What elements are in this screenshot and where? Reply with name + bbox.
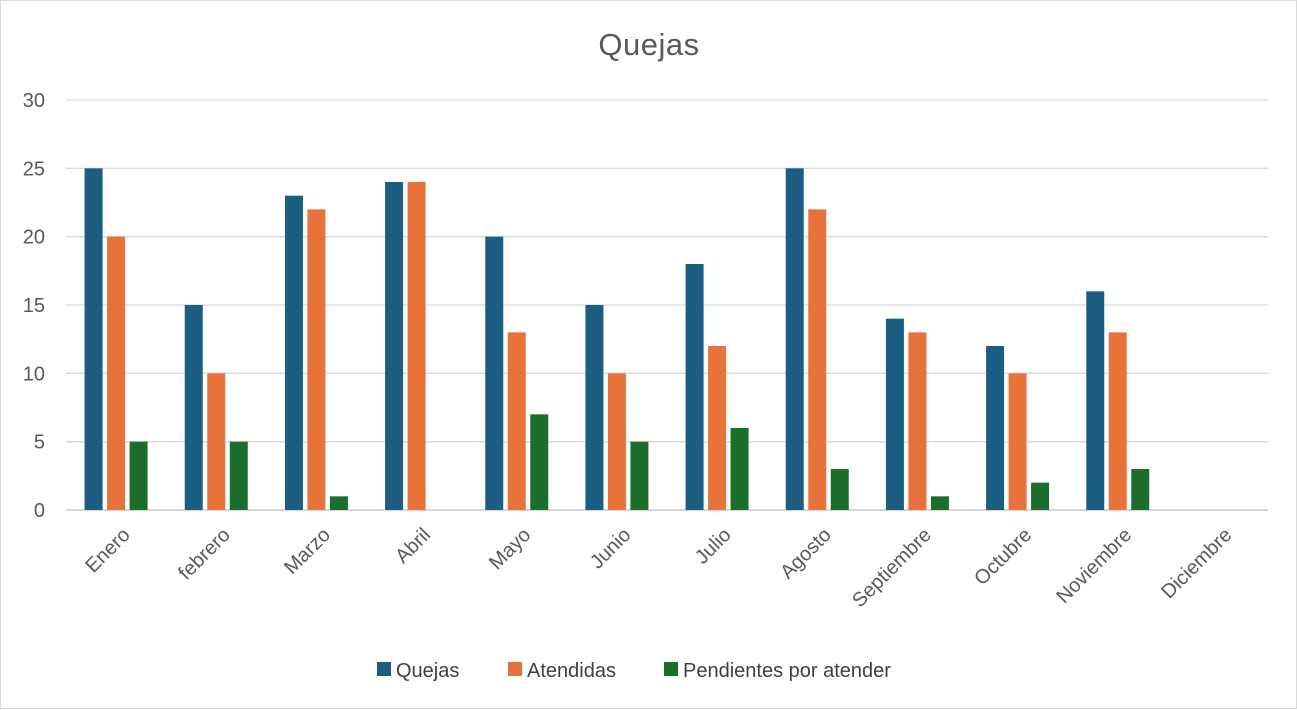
legend-label: Atendidas bbox=[527, 660, 616, 682]
legend-label: Pendientes por atender bbox=[683, 660, 891, 682]
bar-atendidas-noviembre bbox=[1108, 332, 1127, 510]
chart-title: Quejas bbox=[598, 27, 699, 62]
x-tick-label: Agosto bbox=[776, 524, 836, 584]
bar-quejas-febrero bbox=[184, 305, 203, 510]
x-tick-label: Abril bbox=[391, 524, 435, 568]
bar-atendidas-octubre bbox=[1008, 373, 1027, 510]
bar-quejas-octubre bbox=[986, 346, 1005, 510]
bar-pendientes-por-atender-junio bbox=[630, 441, 649, 510]
bar-quejas-noviembre bbox=[1086, 291, 1105, 510]
bar-pendientes-por-atender-julio bbox=[730, 428, 749, 510]
y-tick-label: 5 bbox=[34, 432, 45, 454]
bar-quejas-mayo bbox=[485, 236, 504, 511]
bar-atendidas-junio bbox=[607, 373, 626, 510]
legend-swatch bbox=[377, 662, 391, 676]
x-tick-label: Diciembre bbox=[1157, 524, 1236, 603]
bar-pendientes-por-atender-enero bbox=[129, 441, 148, 510]
y-tick-label: 30 bbox=[23, 90, 45, 112]
y-tick-label: 0 bbox=[34, 500, 45, 522]
bar-atendidas-septiembre bbox=[908, 332, 927, 510]
bar-pendientes-por-atender-agosto bbox=[830, 469, 849, 510]
y-tick-label: 15 bbox=[23, 295, 45, 317]
y-tick-label: 10 bbox=[23, 363, 45, 385]
x-tick-label: febrero bbox=[174, 524, 234, 584]
bar-pendientes-por-atender-octubre bbox=[1031, 482, 1050, 510]
gridlines bbox=[66, 99, 1268, 511]
legend-swatch bbox=[508, 662, 522, 676]
bar-quejas-marzo bbox=[284, 195, 303, 511]
bar-atendidas-marzo bbox=[307, 209, 326, 510]
x-axis-ticks: Enero febrero Marzo Abril Mayo Junio Julio Agos… bbox=[81, 524, 1236, 612]
bar-quejas-abril bbox=[385, 182, 404, 510]
bar-pendientes-por-atender-septiembre bbox=[930, 496, 949, 510]
bar-pendientes-por-atender-mayo bbox=[530, 414, 549, 510]
y-axis-ticks: 0 5 10 15 20 25 30 bbox=[23, 90, 45, 522]
bar-atendidas-mayo bbox=[507, 332, 526, 510]
x-tick-label: Mayo bbox=[485, 524, 535, 574]
x-tick-label: Septiembre bbox=[848, 524, 936, 612]
bar-atendidas-agosto bbox=[808, 209, 827, 510]
x-tick-label: Junio bbox=[586, 524, 635, 573]
bars bbox=[84, 168, 1150, 511]
bar-quejas-agosto bbox=[785, 168, 804, 510]
x-tick-label: Julio bbox=[691, 524, 736, 569]
legend-label: Quejas bbox=[396, 660, 459, 682]
legend: Quejas Atendidas Pendientes por atender bbox=[377, 660, 891, 682]
bar-pendientes-por-atender-noviembre bbox=[1131, 469, 1150, 510]
x-tick-label: Noviembre bbox=[1052, 524, 1136, 608]
bar-quejas-julio bbox=[685, 264, 704, 510]
legend-swatch bbox=[664, 662, 678, 676]
x-tick-label: Marzo bbox=[280, 524, 335, 579]
bar-atendidas-febrero bbox=[207, 373, 226, 510]
bar-atendidas-enero bbox=[107, 236, 126, 511]
x-tick-label: Octubre bbox=[970, 524, 1036, 590]
bar-pendientes-por-atender-marzo bbox=[329, 496, 348, 510]
bar-quejas-enero bbox=[84, 168, 103, 510]
bar-quejas-septiembre bbox=[885, 318, 904, 510]
x-tick-label: Enero bbox=[81, 524, 134, 577]
bar-pendientes-por-atender-febrero bbox=[229, 441, 248, 510]
y-tick-label: 20 bbox=[23, 227, 45, 249]
bar-atendidas-abril bbox=[407, 182, 426, 510]
bar-atendidas-julio bbox=[708, 346, 727, 510]
bar-quejas-junio bbox=[585, 305, 604, 510]
y-tick-label: 25 bbox=[23, 158, 45, 180]
